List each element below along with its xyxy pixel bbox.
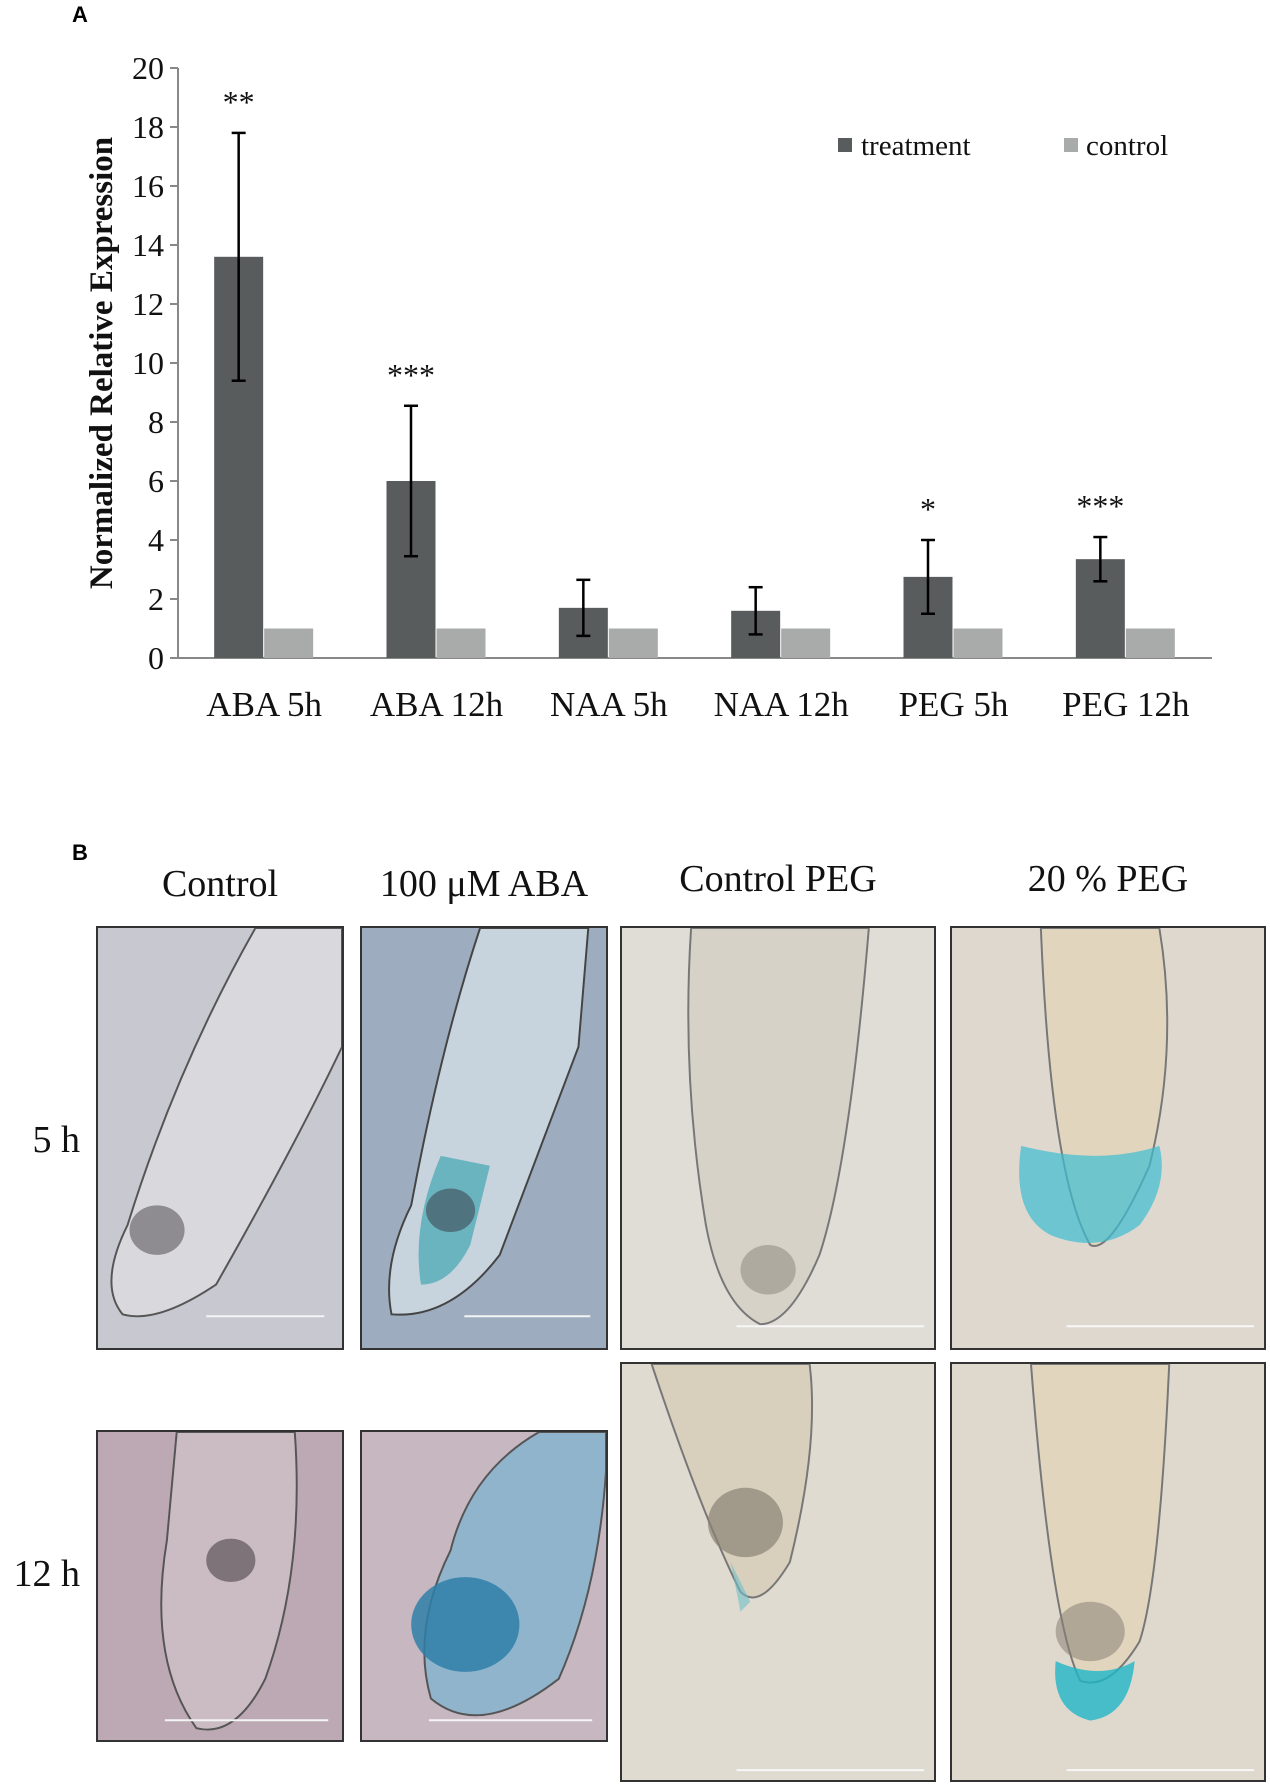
- column-label-control-peg: Control PEG: [679, 858, 877, 900]
- panel-a-letter: A: [72, 2, 88, 27]
- row-label-12h: 12 h: [13, 1553, 81, 1595]
- y-tick-label: 20: [132, 50, 164, 86]
- micrograph-control-peg-5h: [620, 926, 936, 1350]
- y-tick-label: 8: [148, 404, 164, 440]
- x-tick-label: ABA 12h: [370, 685, 504, 724]
- micrograph-aba-12h: [360, 1430, 608, 1742]
- micrograph-peg-12h: [950, 1362, 1266, 1782]
- column-label-control: Control: [161, 863, 279, 905]
- micrograph-control-peg-12h: [620, 1362, 936, 1782]
- bar-control: [608, 628, 658, 658]
- bar-chart: 0 2 4 6 8 10 12 14 16 18 20 Normalized Relative Exp…: [84, 50, 1212, 724]
- y-axis-label: Normalized Relative Expression: [84, 137, 120, 589]
- y-tick-label: 12: [132, 286, 164, 322]
- y-tick-label: 16: [132, 168, 164, 204]
- bar-control: [953, 628, 1003, 658]
- y-tick-label: 14: [132, 227, 164, 263]
- y-tick-label: 6: [148, 463, 164, 499]
- column-label-peg: 20 % PEG: [1027, 858, 1189, 900]
- legend-label-treatment: treatment: [861, 130, 971, 162]
- bar-control: [436, 628, 486, 658]
- micrograph-control-5h: [96, 926, 344, 1350]
- x-tick-label: ABA 5h: [206, 685, 322, 724]
- legend-label-control: control: [1086, 130, 1168, 162]
- x-tick-label: NAA 12h: [714, 685, 850, 724]
- column-label-aba: 100 μM ABA: [379, 863, 589, 905]
- y-tick-label: 18: [132, 109, 164, 145]
- micrograph-peg-5h: [950, 926, 1266, 1350]
- micrograph-control-12h: [96, 1430, 344, 1742]
- y-tick-label: 2: [148, 581, 164, 617]
- micrograph-aba-5h: [360, 926, 608, 1350]
- significance-label: ***: [387, 357, 435, 393]
- y-tick-label: 0: [148, 640, 164, 676]
- significance-label: *: [920, 491, 936, 527]
- row-label-5h: 5 h: [32, 1119, 81, 1161]
- bar-control: [1125, 628, 1175, 658]
- bar-control: [781, 628, 831, 658]
- x-tick-label: PEG 12h: [1062, 685, 1190, 724]
- panel-b-letter: B: [72, 840, 88, 865]
- y-tick-label: 4: [148, 522, 164, 558]
- y-tick-label: 10: [132, 345, 164, 381]
- x-tick-label: PEG 5h: [899, 685, 1009, 724]
- legend-swatch-treatment: [838, 138, 852, 152]
- bar-control: [264, 628, 314, 658]
- x-tick-label: NAA 5h: [550, 685, 668, 724]
- significance-label: ***: [1076, 488, 1124, 524]
- legend-swatch-control: [1064, 138, 1078, 152]
- significance-label: **: [223, 84, 255, 120]
